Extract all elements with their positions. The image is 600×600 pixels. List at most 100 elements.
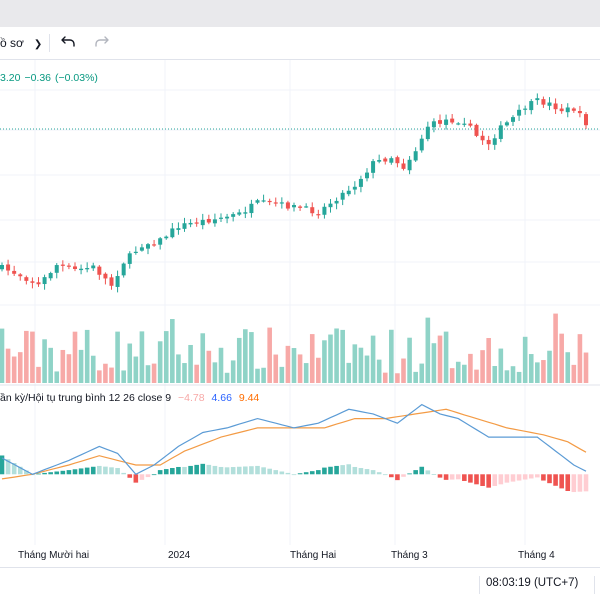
volume-bar [109,367,114,383]
volume-bar [498,348,504,383]
candle-body [127,253,132,264]
macd-title: ần kỳ/Hội tụ trung bình [0,392,106,404]
candle-body [310,207,315,214]
candle-body [547,102,552,106]
volume-bar [157,341,163,383]
candle-body [48,273,53,279]
macd-histogram-bar [492,474,498,486]
macd-histogram-bar [267,468,272,475]
candlestick-chart[interactable] [0,0,600,567]
candle-body [298,206,303,208]
volume-bar [212,362,218,383]
volume-bar [297,354,303,383]
candle-body [139,247,144,251]
candle-body [371,161,376,173]
candle-body [365,172,369,179]
macd-histogram-bar [54,471,60,475]
redo-button[interactable] [91,32,111,52]
macd-histogram-bar [510,474,516,482]
candle-body [492,138,497,145]
candle-body [340,192,345,200]
macd-histogram-bar [66,470,72,475]
volume-bar [11,356,17,383]
timezone-clock[interactable]: 08:03:19 (UTC+7) [486,577,579,589]
volume-bar [583,352,589,383]
macd-histogram-bar [425,470,431,475]
candle-body [115,276,120,287]
volume-bar [395,373,400,383]
volume-bar [340,329,345,383]
candle-body [431,121,436,128]
volume-bar [90,355,96,383]
macd-histogram-bar [413,470,418,475]
candle-body [577,111,582,114]
macd-histogram-bar [462,474,467,481]
price-change-percent: (−0.03%) [55,72,98,84]
bottom-bar: 08:03:19 (UTC+7) [0,568,600,600]
macd-histogram-bar [449,474,455,480]
candle-body [79,268,84,271]
candle-body [85,268,90,270]
volume-bar [84,329,90,383]
volume-bar [279,366,285,383]
candle-body [292,205,296,208]
undo-button[interactable] [59,32,79,52]
macd-histogram-bar [303,472,309,475]
candle-body [571,108,576,111]
macd-histogram-bar [389,474,394,478]
macd-histogram-bar [127,474,133,478]
candle-body [158,238,163,245]
macd-histogram-bar [230,467,236,475]
candle-body [231,214,236,217]
macd-histogram-bar [474,474,479,485]
x-axis-label-mar: Tháng 3 [391,550,428,561]
candle-body [36,282,41,285]
volume-bar [553,313,558,383]
volume-bar [510,366,516,383]
volume-bar [261,367,266,383]
candle-body [60,264,65,266]
volume-bar [139,331,145,383]
volume-bar [224,372,230,383]
volume-bar [541,360,546,383]
candle-body [401,163,406,169]
profile-label: ồ sơ [0,36,24,50]
volume-bar [370,335,376,383]
macd-histogram-bar [541,474,546,481]
candle-body [0,265,4,270]
candle-body [285,202,290,209]
volume-bar [30,331,35,383]
candle-body [480,135,485,141]
x-axis-label-feb: Tháng Hai [290,550,337,561]
macd-histogram-bar [78,468,84,475]
redo-icon [95,36,109,47]
macd-histogram-bar [328,466,333,475]
profile-menu-button[interactable]: ồ sơ ❯ [0,33,42,53]
candle-body [91,265,96,269]
volume-bar [285,345,291,383]
macd-histogram-bar [309,471,315,475]
candle-body [30,281,35,283]
price-change: −0.36 [24,72,52,84]
volume-bar [504,370,510,383]
macd-histogram-bar [364,469,370,475]
macd-line-value: 4.66 [211,392,232,404]
macd-histogram-bar [60,470,66,475]
candle-body [425,126,430,140]
volume-bar [480,350,485,383]
macd-legend[interactable]: ần kỳ/Hội tụ trung bình 12 26 close 9 −4… [0,392,259,404]
candle-body [152,244,157,246]
volume-bar [206,350,212,383]
macd-histogram-bar [218,466,224,475]
x-axis-label-apr: Tháng 4 [518,550,555,561]
candle-body [407,159,412,171]
volume-bar [382,372,388,383]
candle-body [103,273,108,279]
candle-body [523,108,528,110]
candle-body [200,219,205,226]
macd-histogram-bar [206,464,212,475]
volume-bar [474,369,479,383]
macd-histogram-bar [535,474,540,478]
volume-bar [78,349,84,383]
